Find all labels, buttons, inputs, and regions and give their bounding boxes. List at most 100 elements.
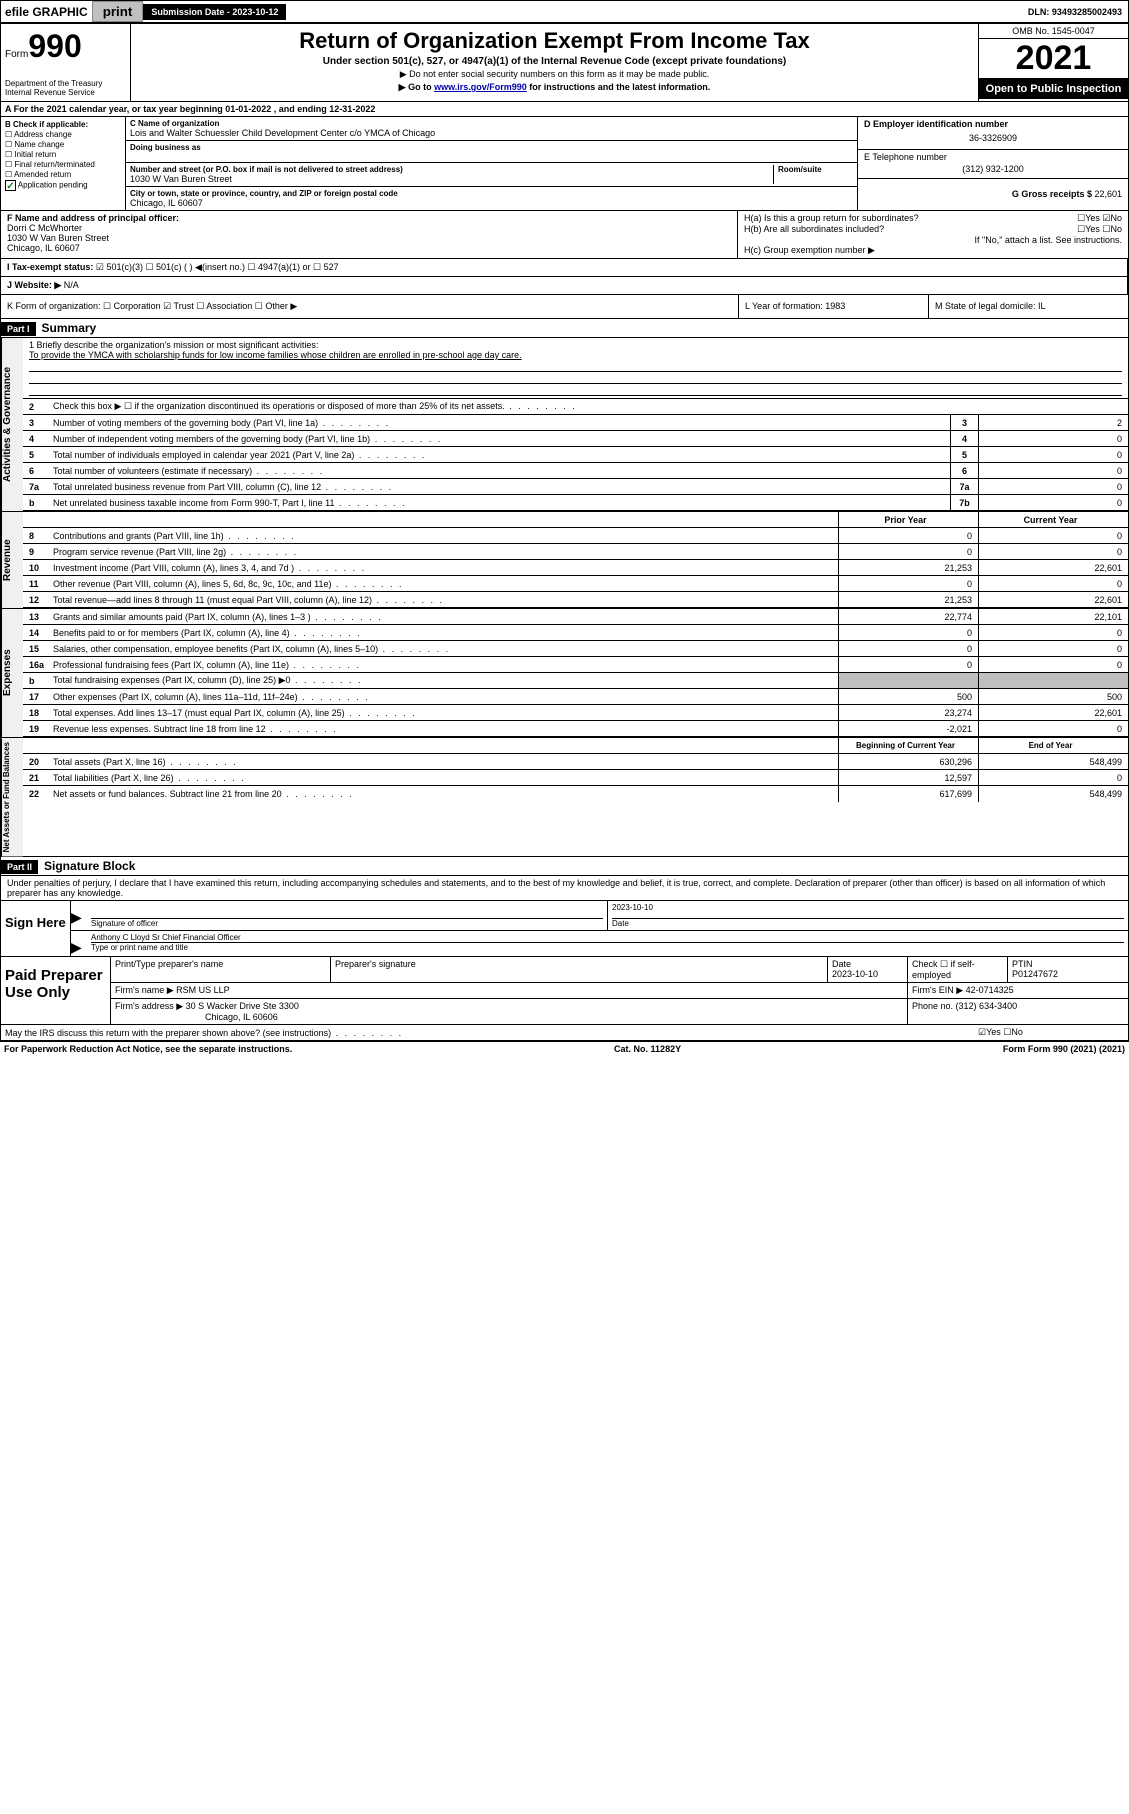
irs-link[interactable]: www.irs.gov/Form990	[434, 82, 527, 92]
year-formation: L Year of formation: 1983	[738, 295, 928, 318]
current-year-hdr: Current Year	[978, 512, 1128, 527]
colb-header: B Check if applicable:	[5, 120, 121, 129]
info-row: B Check if applicable: ☐ Address change …	[1, 117, 1128, 211]
website: N/A	[64, 280, 79, 290]
line-16a: 16aProfessional fundraising fees (Part I…	[23, 657, 1128, 673]
subtitle-2: ▶ Do not enter social security numbers o…	[139, 69, 970, 80]
col-de: D Employer identification number36-33269…	[858, 117, 1128, 210]
sig-date: 2023-10-10Date	[608, 901, 1128, 930]
arrow-icon: ▶	[71, 901, 87, 930]
line-11: 11Other revenue (Part VIII, column (A), …	[23, 576, 1128, 592]
chk-final[interactable]: ☐ Final return/terminated	[5, 160, 121, 169]
mission-text: To provide the YMCA with scholarship fun…	[29, 350, 1122, 360]
part1-header: Part ISummary	[1, 319, 1128, 338]
line-18: 18Total expenses. Add lines 13–17 (must …	[23, 705, 1128, 721]
city: Chicago, IL 60607	[130, 198, 853, 208]
officer-city: Chicago, IL 60607	[7, 243, 731, 253]
firm-addr-row: Firm's address ▶ 30 S Wacker Drive Ste 3…	[111, 999, 1128, 1024]
main-title: Return of Organization Exempt From Incom…	[139, 28, 970, 54]
h-section: H(a) Is this a group return for subordin…	[738, 211, 1128, 258]
footer-mid: Cat. No. 11282Y	[614, 1044, 681, 1054]
dln: DLN: 93493285002493	[1022, 5, 1128, 19]
line-b: bNet unrelated business taxable income f…	[23, 495, 1128, 511]
expenses-section: Expenses 13Grants and similar amounts pa…	[1, 609, 1128, 738]
year-box: OMB No. 1545-0047 2021 Open to Public In…	[978, 24, 1128, 101]
hb-label: H(b) Are all subordinates included?	[744, 224, 1077, 235]
footer-left: For Paperwork Reduction Act Notice, see …	[4, 1044, 292, 1054]
submission-date: Submission Date - 2023-10-12	[143, 4, 286, 20]
form-number-box: Form990 Department of the Treasury Inter…	[1, 24, 131, 101]
end-year-hdr: End of Year	[978, 738, 1128, 753]
ein: 36-3326909	[864, 129, 1122, 147]
form-header: Form990 Department of the Treasury Inter…	[1, 24, 1128, 102]
prep-name-hdr: Print/Type preparer's name	[111, 957, 331, 982]
row-i: I Tax-exempt status: ☑ 501(c)(3) ☐ 501(c…	[1, 259, 1128, 276]
org-info: C Name of organization Lois and Walter S…	[126, 117, 858, 210]
vtab-expenses: Expenses	[1, 609, 23, 737]
line-10: 10Investment income (Part VIII, column (…	[23, 560, 1128, 576]
line-2: 2Check this box ▶ ☐ if the organization …	[23, 399, 1128, 415]
line-19: 19Revenue less expenses. Subtract line 1…	[23, 721, 1128, 737]
netassets-section: Net Assets or Fund Balances Beginning of…	[1, 738, 1128, 857]
ein-cell: D Employer identification number36-33269…	[858, 117, 1128, 150]
begin-year-hdr: Beginning of Current Year	[838, 738, 978, 753]
sig-field: Signature of officer	[87, 901, 608, 930]
mission-q: 1 Briefly describe the organization's mi…	[29, 340, 1122, 350]
line-6: 6Total number of volunteers (estimate if…	[23, 463, 1128, 479]
firm-phone: (312) 634-3400	[956, 1001, 1018, 1011]
prep-sig-hdr: Preparer's signature	[331, 957, 828, 982]
prep-selfemp: Check ☐ if self-employed	[908, 957, 1008, 982]
sign-here-label: Sign Here	[1, 901, 71, 956]
line-15: 15Salaries, other compensation, employee…	[23, 641, 1128, 657]
revenue-section: Revenue Prior Year Current Year 8Contrib…	[1, 512, 1128, 609]
tax-exempt-row: I Tax-exempt status: ☑ 501(c)(3) ☐ 501(c…	[1, 259, 1128, 277]
line-17: 17Other expenses (Part IX, column (A), l…	[23, 689, 1128, 705]
line-8: 8Contributions and grants (Part VIII, li…	[23, 528, 1128, 544]
discuss-q: May the IRS discuss this return with the…	[1, 1026, 978, 1040]
dept-label: Department of the Treasury Internal Reve…	[5, 79, 126, 97]
telephone: (312) 932-1200	[864, 162, 1122, 176]
ha-label: H(a) Is this a group return for subordin…	[744, 213, 1077, 224]
officer-print: Anthony C Lloyd Sr Chief Financial Offic…	[87, 931, 1128, 956]
line-4: 4Number of independent voting members of…	[23, 431, 1128, 447]
form-of-org: K Form of organization: ☐ Corporation ☑ …	[1, 295, 738, 318]
org-name: Lois and Walter Schuessler Child Develop…	[130, 128, 853, 138]
officer-info: F Name and address of principal officer:…	[1, 211, 738, 258]
line-12: 12Total revenue—add lines 8 through 11 (…	[23, 592, 1128, 608]
line-9: 9Program service revenue (Part VIII, lin…	[23, 544, 1128, 560]
form-main: Form990 Department of the Treasury Inter…	[0, 23, 1129, 1042]
hb-answer: ☐Yes ☐No	[1077, 224, 1122, 235]
form-word: Form	[5, 49, 28, 60]
prep-date-hdr: Date2023-10-10	[828, 957, 908, 982]
omb-number: OMB No. 1545-0047	[979, 24, 1128, 39]
chk-pending[interactable]: ✓ Application pending	[5, 180, 121, 191]
officer-addr: 1030 W Van Buren Street	[7, 233, 731, 243]
org-name-cell: C Name of organization Lois and Walter S…	[126, 117, 857, 141]
line-22: 22Net assets or fund balances. Subtract …	[23, 786, 1128, 802]
prep-header-row: Print/Type preparer's name Preparer's si…	[111, 957, 1128, 983]
form-number: 990	[28, 28, 81, 64]
print-button[interactable]: print	[92, 1, 144, 22]
website-row: J Website: ▶ N/A	[1, 277, 1128, 295]
arrow-icon: ▶	[71, 931, 87, 956]
chk-name[interactable]: ☐ Name change	[5, 140, 121, 149]
vtab-revenue: Revenue	[1, 512, 23, 608]
chk-initial[interactable]: ☐ Initial return	[5, 150, 121, 159]
top-bar: efile GRAPHIC print Submission Date - 20…	[0, 0, 1129, 23]
addr-cell: Number and street (or P.O. box if mail i…	[126, 163, 857, 187]
efile-label: efile GRAPHIC	[1, 3, 92, 21]
chk-amended[interactable]: ☐ Amended return	[5, 170, 121, 179]
vtab-activities: Activities & Governance	[1, 338, 23, 511]
prior-year-hdr: Prior Year	[838, 512, 978, 527]
mission-block: 1 Briefly describe the organization's mi…	[23, 338, 1128, 399]
footer: For Paperwork Reduction Act Notice, see …	[0, 1042, 1129, 1056]
vtab-netassets: Net Assets or Fund Balances	[1, 738, 23, 856]
tax-year-row: A For the 2021 calendar year, or tax yea…	[1, 102, 1128, 117]
firm-name-row: Firm's name ▶ RSM US LLP Firm's EIN ▶ 42…	[111, 983, 1128, 999]
open-inspection: Open to Public Inspection	[979, 78, 1128, 99]
firm-name: RSM US LLP	[176, 985, 230, 995]
officer-row: F Name and address of principal officer:…	[1, 211, 1128, 259]
row-k: K Form of organization: ☐ Corporation ☑ …	[1, 295, 1128, 319]
chk-address[interactable]: ☐ Address change	[5, 130, 121, 139]
col-headers-2: Beginning of Current Year End of Year	[23, 738, 1128, 754]
